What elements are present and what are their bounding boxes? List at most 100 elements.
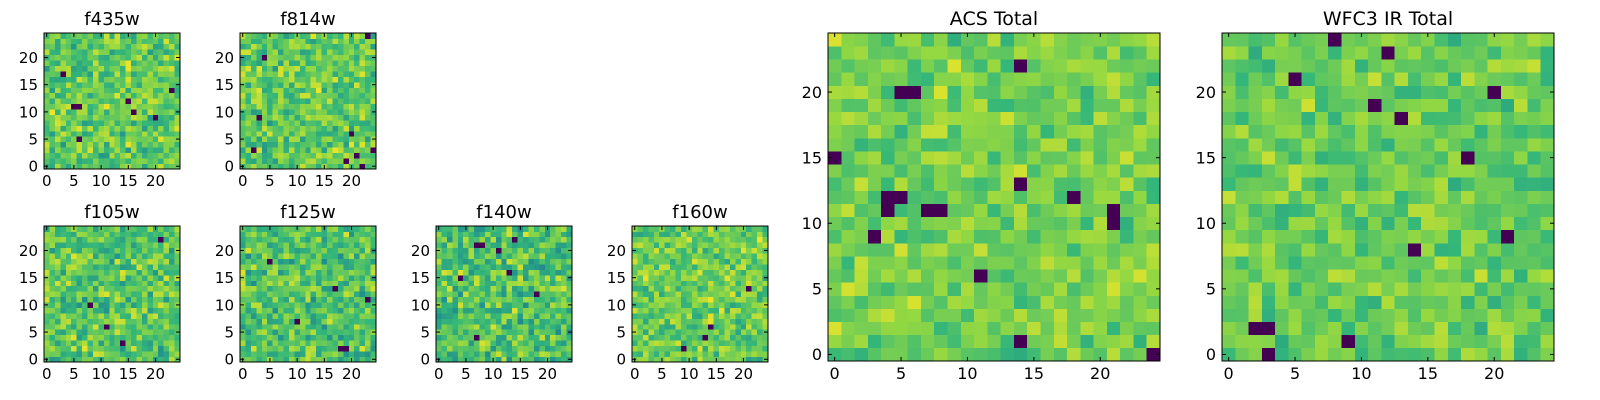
- heatmap-cell: [82, 81, 88, 88]
- heatmap-cell: [299, 163, 306, 170]
- heatmap-cell: [114, 247, 121, 254]
- heatmap-cell: [1000, 33, 1015, 47]
- heatmap-cell: [1341, 256, 1356, 270]
- heatmap-cell: [1027, 347, 1041, 362]
- heatmap-cell: [506, 258, 513, 265]
- heatmap-cell: [54, 92, 61, 99]
- heatmap-cell: [907, 85, 922, 99]
- heatmap-cell: [147, 120, 154, 126]
- heatmap-cell: [327, 87, 333, 94]
- heatmap-cell: [523, 247, 529, 254]
- heatmap-cell: [283, 242, 290, 249]
- heatmap-cell: [163, 356, 170, 363]
- heatmap-cell: [495, 291, 502, 298]
- heatmap-cell: [881, 334, 895, 349]
- heatmap-cell: [561, 231, 567, 238]
- heatmap-cell: [1106, 59, 1121, 73]
- heatmap-cell: [120, 334, 126, 341]
- heatmap-cell: [82, 114, 88, 121]
- heatmap-cell: [49, 49, 56, 56]
- heatmap-cell: [60, 136, 67, 143]
- heatmap-cell: [76, 318, 83, 325]
- heatmap-cell: [1434, 295, 1449, 309]
- heatmap-cell: [1275, 321, 1289, 336]
- heatmap-cell: [174, 291, 181, 298]
- heatmap-cell: [310, 136, 317, 143]
- heatmap-cell: [310, 307, 317, 314]
- heatmap-cell: [1040, 72, 1055, 86]
- heatmap-cell: [359, 302, 366, 308]
- heatmap-cell: [1235, 295, 1249, 309]
- heatmap-cell: [71, 334, 77, 341]
- heatmap-cell: [354, 269, 361, 276]
- heatmap-cell: [441, 231, 448, 238]
- heatmap-cell: [316, 136, 322, 143]
- heatmap-cell: [348, 158, 355, 164]
- heatmap-cell: [642, 296, 649, 303]
- heatmap-cell: [321, 65, 328, 72]
- heatmap-cell: [348, 280, 355, 287]
- heatmap-cell: [675, 226, 682, 232]
- heatmap-cell: [523, 280, 529, 287]
- heatmap-cell: [501, 351, 508, 357]
- heatmap-cell: [294, 313, 301, 319]
- heatmap-cell: [261, 226, 268, 232]
- heatmap-cell: [337, 280, 344, 287]
- heatmap-cell: [1000, 269, 1015, 283]
- heatmap-cell: [92, 136, 99, 143]
- heatmap-cell: [854, 295, 869, 309]
- heatmap-cell: [1080, 295, 1094, 309]
- heatmap-cell: [828, 203, 842, 218]
- heatmap-cell: [120, 291, 126, 298]
- heatmap-cell: [120, 351, 126, 357]
- heatmap-cell: [174, 340, 181, 347]
- heatmap-cell: [934, 347, 948, 362]
- heatmap-cell: [310, 280, 317, 287]
- heatmap-cell: [894, 321, 909, 336]
- heatmap-cell: [960, 85, 975, 99]
- axes-frame: [43, 225, 181, 363]
- heatmap-cell: [517, 285, 524, 292]
- heatmap-cell: [82, 54, 88, 61]
- heatmap-cell: [1080, 85, 1094, 99]
- heatmap-cell: [294, 351, 301, 357]
- heatmap-cell: [920, 137, 935, 152]
- heatmap-cell: [125, 120, 132, 126]
- heatmap-cell: [354, 147, 361, 154]
- heatmap-cell: [92, 356, 99, 363]
- heatmap-cell: [653, 258, 660, 265]
- heatmap-cell: [131, 226, 137, 232]
- heatmap-cell: [713, 334, 720, 341]
- heatmap-cell: [463, 318, 469, 325]
- heatmap-cell: [332, 130, 339, 137]
- heatmap-cell: [1354, 203, 1369, 218]
- heatmap-cell: [479, 313, 486, 319]
- heatmap-cell: [109, 313, 116, 319]
- heatmap-cell: [370, 71, 377, 77]
- heatmap-cell: [468, 340, 475, 347]
- heatmap-cell: [92, 285, 99, 292]
- heatmap-cell: [288, 141, 295, 148]
- heatmap-cell: [960, 164, 975, 178]
- heatmap-cell: [987, 111, 1001, 126]
- heatmap-cell: [907, 334, 922, 349]
- heatmap-cell: [512, 356, 518, 363]
- heatmap-cell: [92, 120, 99, 126]
- heatmap-cell: [670, 313, 676, 319]
- heatmap-cell: [87, 231, 94, 238]
- heatmap-cell: [288, 147, 295, 154]
- heatmap-cell: [87, 114, 94, 121]
- heatmap-cell: [163, 291, 170, 298]
- heatmap-cell: [354, 103, 361, 110]
- heatmap-cell: [240, 98, 246, 105]
- heatmap-cell: [337, 87, 344, 94]
- heatmap-cell: [158, 264, 165, 270]
- heatmap-cell: [653, 340, 660, 347]
- x-tick-label: 5: [896, 364, 906, 383]
- heatmap-cell: [240, 60, 246, 66]
- heatmap-cell: [680, 334, 687, 341]
- heatmap-cell: [82, 92, 88, 99]
- heatmap-cell: [65, 163, 72, 170]
- heatmap-cell: [463, 340, 469, 347]
